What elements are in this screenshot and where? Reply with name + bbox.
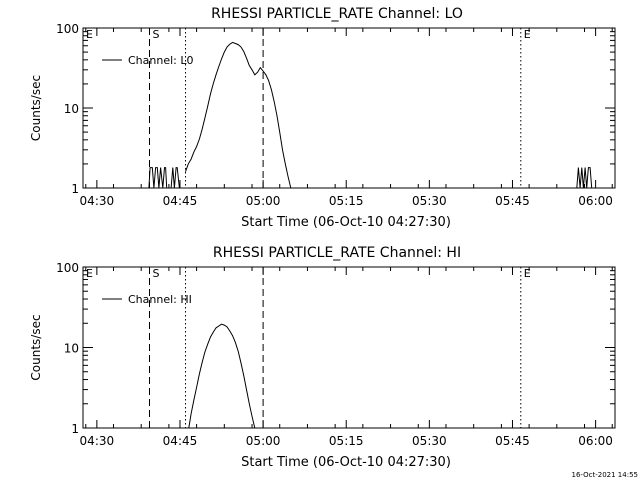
series-line — [148, 167, 180, 189]
y-tick-label: 10 — [64, 342, 79, 356]
x-tick-label: 04:45 — [163, 194, 198, 208]
x-tick-label: 05:00 — [246, 194, 281, 208]
time-marker-label: S — [153, 28, 160, 41]
x-tick-label: 06:00 — [578, 434, 613, 448]
plot-frame — [82, 266, 616, 429]
time-marker-label: E — [524, 28, 531, 41]
x-tick-label: 04:30 — [80, 434, 115, 448]
x-tick-label: 05:45 — [495, 194, 530, 208]
y-tick-label: 100 — [56, 22, 79, 36]
time-marker-label: E — [524, 267, 531, 280]
plot-frame — [82, 27, 616, 189]
series-line — [576, 167, 593, 189]
chart-title: RHESSI PARTICLE_RATE Channel: LO — [211, 6, 463, 22]
x-tick-label: 06:00 — [578, 194, 613, 208]
x-tick-label: 05:45 — [495, 434, 530, 448]
x-tick-label: 05:15 — [329, 434, 364, 448]
chart-panel-hi: RHESSI PARTICLE_RATE Channel: HI 04:30 04:… — [29, 245, 616, 470]
x-axis-label: Start Time (06-Oct-10 04:27:30) — [241, 455, 451, 470]
series-line — [188, 323, 256, 429]
legend-label: Channel: HI — [128, 293, 192, 306]
x-axis-label: Start Time (06-Oct-10 04:27:30) — [241, 215, 451, 230]
time-marker-label: S — [153, 267, 160, 280]
y-tick-label: 100 — [56, 261, 79, 275]
legend-label: Channel: L0 — [128, 54, 194, 67]
time-marker-label: E — [86, 267, 93, 280]
x-tick-label: 05:00 — [246, 434, 281, 448]
chart-title: RHESSI PARTICLE_RATE Channel: HI — [213, 245, 461, 261]
x-tick-label: 05:15 — [329, 194, 364, 208]
y-axis-label: Counts/sec — [29, 75, 43, 141]
y-tick-label: 1 — [71, 182, 79, 196]
x-tick-label: 04:45 — [163, 434, 198, 448]
footer-timestamp: 16-Oct-2021 14:55 — [572, 471, 638, 479]
series-line — [185, 41, 292, 189]
y-axis-label: Counts/sec — [29, 314, 43, 380]
x-tick-label: 05:30 — [412, 194, 447, 208]
y-tick-label: 10 — [64, 102, 79, 116]
chart-panel-lo: RHESSI PARTICLE_RATE Channel: LO 04:30 04:… — [29, 6, 616, 230]
x-tick-label: 04:30 — [80, 194, 115, 208]
time-marker-label: E — [86, 28, 93, 41]
y-tick-label: 1 — [71, 422, 79, 436]
x-tick-label: 05:30 — [412, 434, 447, 448]
